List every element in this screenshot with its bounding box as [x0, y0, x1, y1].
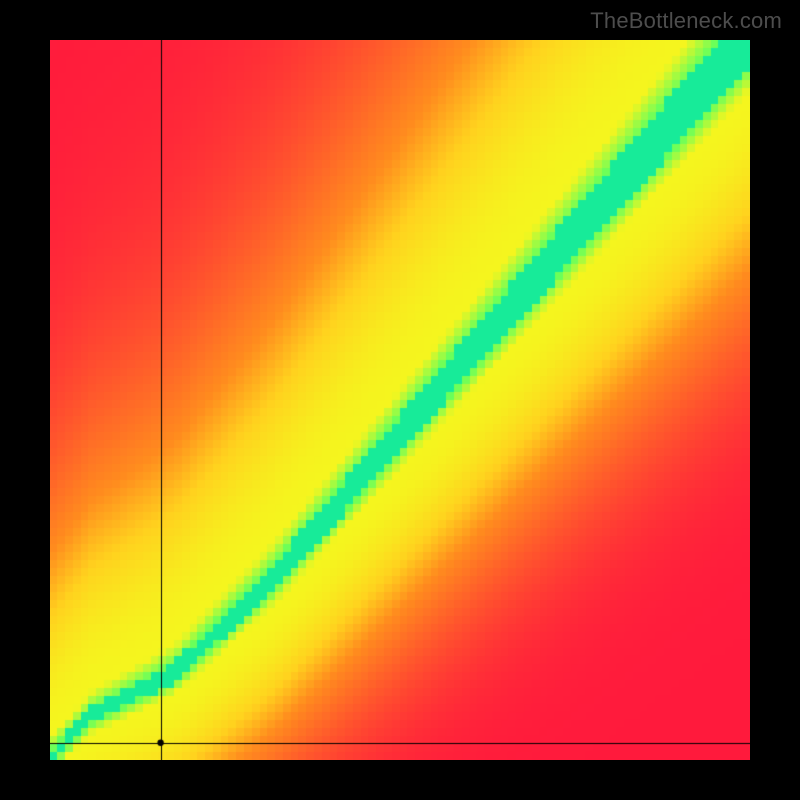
- chart-container: TheBottleneck.com: [0, 0, 800, 800]
- bottleneck-heatmap: [50, 40, 750, 760]
- watermark-text: TheBottleneck.com: [590, 8, 782, 34]
